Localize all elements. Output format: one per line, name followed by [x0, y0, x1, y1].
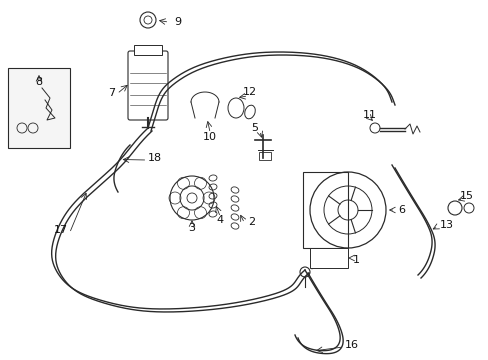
Text: 5: 5 [250, 123, 258, 133]
Text: 10: 10 [203, 132, 217, 142]
Text: 13: 13 [439, 220, 453, 230]
Text: 7: 7 [108, 88, 115, 98]
Bar [259, 152, 270, 160]
Text: 12: 12 [243, 87, 257, 97]
FancyBboxPatch shape [128, 51, 168, 120]
Bar [309, 248, 347, 268]
Text: 8: 8 [35, 77, 42, 87]
Text: 2: 2 [247, 217, 255, 227]
Bar [303, 172, 347, 248]
Text: 11: 11 [362, 110, 376, 120]
Bar [134, 45, 162, 55]
Text: 15: 15 [459, 191, 473, 201]
Text: 16: 16 [345, 340, 358, 350]
Text: 18: 18 [148, 153, 162, 163]
Text: 6: 6 [397, 205, 404, 215]
Text: 3: 3 [188, 223, 195, 233]
Text: 9: 9 [174, 17, 181, 27]
Text: 4: 4 [216, 215, 223, 225]
Text: 17: 17 [54, 225, 68, 235]
Text: 14: 14 [317, 257, 331, 267]
Text: 1: 1 [352, 255, 359, 265]
Bar [8, 68, 70, 148]
